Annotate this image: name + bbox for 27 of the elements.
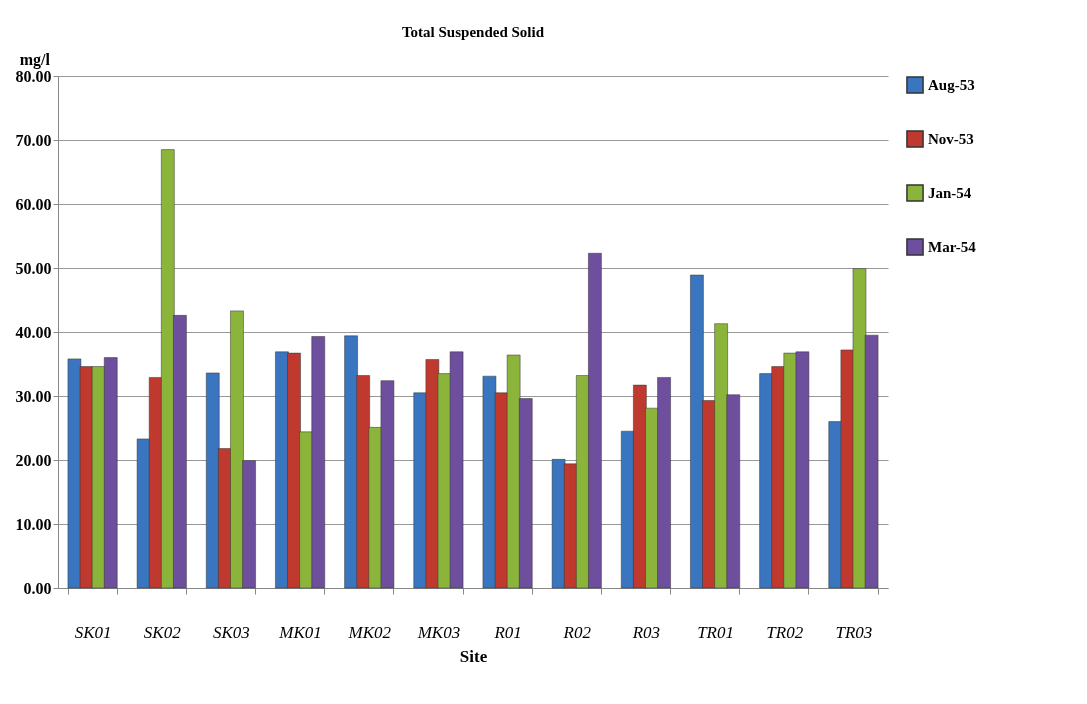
chart-title: Total Suspended Solid [401, 24, 545, 40]
x-tick-label: MK02 [347, 622, 392, 642]
legend-label: Nov-53 [928, 131, 974, 147]
y-tick-label: 0.00 [23, 579, 52, 597]
y-tick-label: 50.00 [15, 259, 52, 277]
x-tick-label: MK01 [278, 622, 322, 642]
x-tick-label: SK03 [212, 622, 250, 642]
legend-label: Aug-53 [928, 77, 975, 93]
x-tick-label: TR03 [835, 622, 873, 642]
x-tick-label: SK02 [143, 622, 182, 642]
y-tick-label: 60.00 [15, 195, 52, 213]
y-axis-title: mg/l [19, 51, 51, 69]
x-tick-label: TR01 [697, 622, 735, 642]
x-tick-label: R01 [493, 622, 522, 642]
y-tick-label: 30.00 [15, 387, 52, 405]
x-tick-label: R03 [631, 622, 661, 642]
x-tick-label: R02 [562, 622, 592, 642]
legend-label: Mar-54 [928, 239, 977, 255]
legend-label: Jan-54 [928, 185, 972, 201]
x-tick-label: MK03 [416, 622, 461, 642]
x-tick-label: SK01 [74, 622, 112, 642]
x-axis-title: Site [459, 646, 488, 666]
y-tick-label: 10.00 [15, 515, 52, 533]
x-tick-label: TR02 [766, 622, 804, 642]
y-tick-label: 40.00 [15, 323, 52, 341]
y-tick-label: 20.00 [15, 451, 52, 469]
y-tick-label: 70.00 [15, 131, 52, 149]
